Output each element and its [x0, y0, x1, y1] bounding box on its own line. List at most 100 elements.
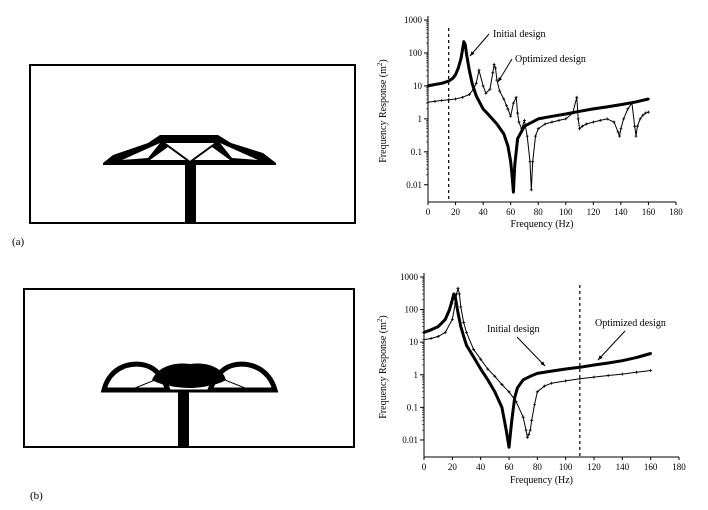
data-point [467, 92, 471, 96]
data-point [619, 103, 623, 106]
y-tick-label: 1000 [400, 272, 419, 282]
data-point [525, 435, 529, 439]
x-tick-label: 40 [476, 462, 486, 472]
x-tick-label: 160 [642, 207, 656, 217]
data-point [500, 406, 504, 409]
data-point [481, 84, 485, 88]
data-point [606, 374, 610, 378]
x-tick-label: 120 [587, 207, 601, 217]
data-point [514, 400, 518, 404]
data-point [550, 120, 554, 124]
x-tick-label: 180 [672, 462, 686, 472]
data-point [455, 292, 459, 296]
x-tick-label: 80 [534, 207, 544, 217]
y-axis-title: Frequency Response (m2) [376, 315, 389, 419]
data-point [564, 367, 567, 371]
data-point [493, 390, 497, 394]
design-domain-frame-a [29, 64, 356, 224]
data-point [605, 117, 609, 121]
data-point [550, 381, 553, 385]
data-point [436, 325, 440, 328]
data-point [530, 418, 534, 422]
data-point [578, 365, 582, 369]
data-point [454, 73, 457, 76]
data-point [635, 370, 638, 374]
data-point [536, 127, 540, 131]
y-tick-label: 0.01 [402, 435, 418, 445]
data-point [447, 98, 451, 102]
data-point [479, 357, 483, 361]
data-point [456, 286, 460, 290]
data-point [606, 361, 610, 365]
data-point [635, 356, 638, 359]
data-point [620, 372, 624, 376]
data-point [451, 77, 455, 80]
data-point [543, 122, 547, 126]
data-point [422, 338, 426, 342]
data-point [622, 117, 626, 121]
y-tick-label: 1 [418, 114, 423, 124]
y-tick-label: 100 [409, 48, 423, 58]
annotation-arrowhead [498, 77, 503, 82]
data-point [584, 122, 588, 126]
x-tick-label: 0 [426, 207, 431, 217]
series-line-optimized [427, 63, 649, 191]
y-tick-label: 0.01 [406, 180, 422, 190]
data-point [621, 359, 624, 363]
data-point [522, 118, 526, 122]
data-point [618, 134, 622, 138]
data-point [422, 331, 426, 334]
data-point [536, 117, 540, 121]
annotation-label: Initial design [493, 29, 546, 40]
data-point [521, 378, 525, 382]
y-tick-label: 0.1 [407, 402, 418, 412]
data-point [502, 97, 506, 101]
data-point [633, 124, 637, 128]
x-tick-label: 20 [451, 207, 461, 217]
series-line-initial [423, 292, 652, 449]
data-point [465, 53, 468, 56]
data-point [493, 374, 497, 378]
data-point [638, 117, 642, 121]
data-point [591, 120, 595, 124]
x-tick-label: 0 [422, 462, 427, 472]
x-tick-label: 140 [616, 462, 630, 472]
data-point [505, 104, 509, 108]
data-point [528, 428, 532, 432]
data-point [502, 132, 506, 136]
data-point [528, 160, 532, 164]
structure-diagram-b [23, 288, 355, 448]
data-point [506, 144, 510, 148]
data-point [450, 317, 454, 321]
data-point [510, 419, 514, 422]
data-point [542, 384, 546, 388]
y-tick-label: 1000 [404, 15, 423, 25]
umbrella-core-b [152, 363, 226, 388]
data-point [474, 81, 478, 85]
data-point [509, 160, 512, 164]
data-point [633, 100, 636, 104]
x-tick-label: 80 [533, 462, 543, 472]
series-line-optimized [423, 287, 651, 438]
data-point [529, 188, 533, 192]
data-point [525, 134, 529, 138]
data-point [512, 190, 515, 194]
y-tick-label: 1 [414, 370, 419, 380]
data-point [429, 336, 433, 340]
data-point [443, 330, 447, 334]
data-point [461, 49, 464, 52]
data-point [486, 378, 490, 382]
data-point [516, 386, 519, 390]
data-point [443, 318, 447, 321]
data-point [644, 111, 648, 115]
data-point [479, 367, 482, 371]
data-point [495, 122, 499, 126]
data-point [536, 372, 539, 375]
x-tick-label: 180 [669, 207, 683, 217]
data-point [524, 428, 528, 432]
data-point [492, 62, 496, 66]
data-point [472, 355, 475, 359]
annotation-arrow [597, 330, 626, 361]
annotation-arrow [516, 336, 546, 367]
x-tick-label: 100 [559, 462, 573, 472]
